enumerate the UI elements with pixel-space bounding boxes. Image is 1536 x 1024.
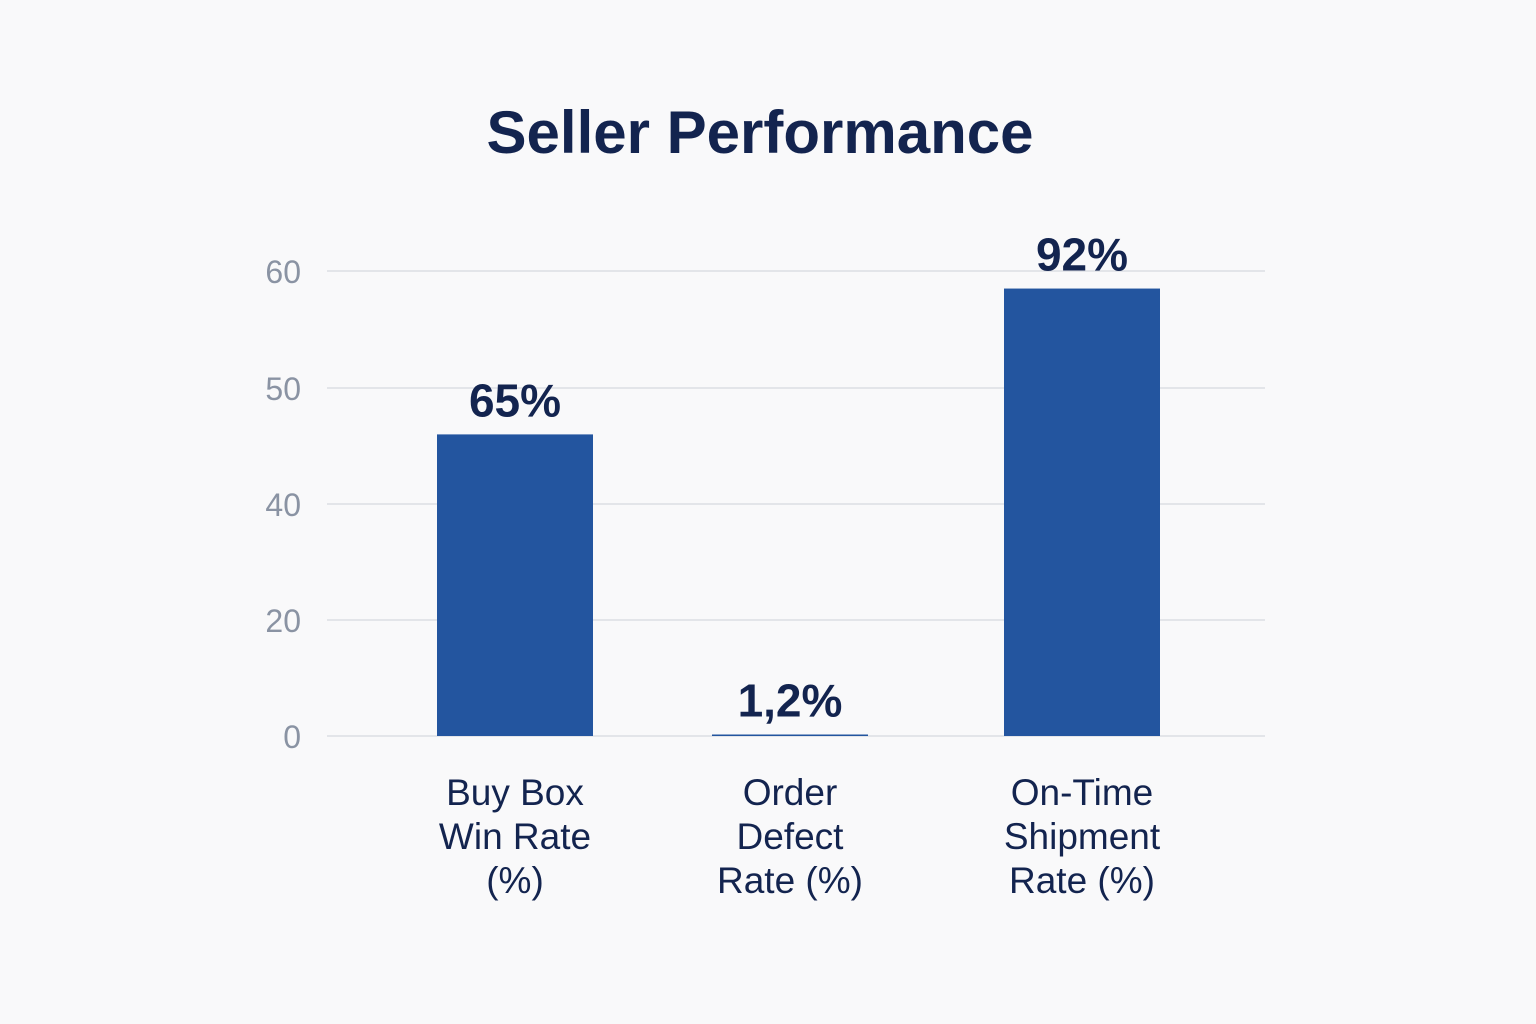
data-label: 65% — [469, 374, 561, 426]
x-tick-label: Buy Box Win Rate (%) — [439, 772, 591, 901]
x-tick-label: On-Time Shipment Rate (%) — [1004, 772, 1161, 901]
data-label: 92% — [1036, 229, 1128, 281]
x-tick-label-line: Rate (%) — [717, 860, 863, 901]
bar — [1004, 288, 1160, 736]
bar — [437, 434, 593, 736]
x-tick-label-line: Defect — [737, 816, 845, 857]
y-tick-label: 20 — [265, 603, 301, 639]
x-tick-label-line: Order — [743, 772, 838, 813]
x-axis-labels: Buy Box Win Rate (%)Order Defect Rate (%)On-… — [439, 772, 1161, 901]
chart-title: Seller Performance — [487, 99, 1034, 166]
y-tick-label: 0 — [283, 719, 301, 755]
x-tick-label-line: On-Time — [1011, 772, 1154, 813]
x-tick-label-line: Shipment — [1004, 816, 1161, 857]
x-tick-label-line: (%) — [486, 860, 544, 901]
y-tick-label: 50 — [265, 371, 301, 407]
x-tick-label: Order Defect Rate (%) — [717, 772, 863, 901]
y-axis-ticks: 0 20 40 50 60 — [265, 254, 301, 755]
y-tick-label: 40 — [265, 487, 301, 523]
y-tick-label: 60 — [265, 254, 301, 290]
x-tick-label-line: Rate (%) — [1009, 860, 1155, 901]
x-tick-label-line: Win Rate — [439, 816, 591, 857]
data-labels: 65% 1,2% 92% — [469, 229, 1128, 727]
x-tick-label-line: Buy Box — [446, 772, 584, 813]
bar — [712, 734, 868, 736]
data-label: 1,2% — [738, 675, 843, 727]
bars — [437, 288, 1160, 736]
